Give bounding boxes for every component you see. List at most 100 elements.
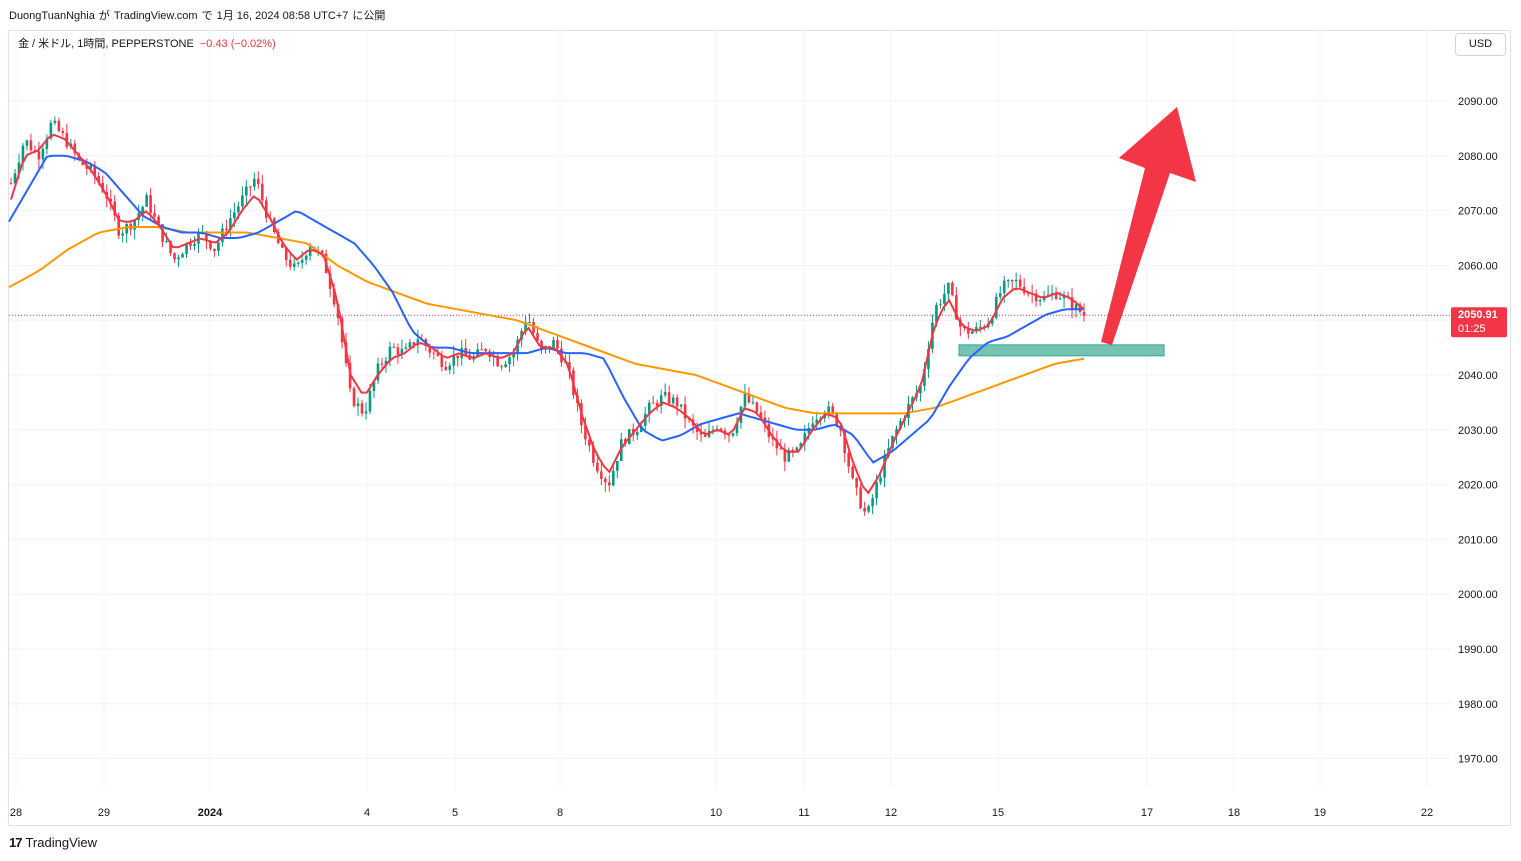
candle <box>121 229 124 243</box>
last-price-label: 2050.91 01:25 <box>1451 307 1507 338</box>
candle <box>608 475 611 492</box>
candle <box>1070 288 1074 319</box>
candle <box>249 185 252 197</box>
y-tick-label: 2000.00 <box>1458 589 1498 601</box>
candle <box>456 355 460 367</box>
candle <box>635 429 639 440</box>
up-arrow-annotation <box>1101 107 1196 345</box>
x-tick-label: 10 <box>710 807 722 819</box>
x-tick-label: 2024 <box>198 807 223 819</box>
candle <box>380 358 384 371</box>
site-name[interactable]: TradingView.com <box>113 10 198 22</box>
tradingview-brand[interactable]: 17 TradingView <box>9 835 97 850</box>
candle <box>679 404 683 410</box>
candle <box>743 384 747 411</box>
candle <box>328 265 332 298</box>
candle <box>21 142 25 171</box>
candle <box>675 394 679 416</box>
candle <box>735 417 739 437</box>
x-tick-label: 22 <box>1421 807 1433 819</box>
last-price-text: 2050.91 <box>1458 309 1498 321</box>
time-axis[interactable]: 28 29 2024 4 5 8 10 11 12 15 17 18 19 22 <box>10 807 1433 819</box>
price-label-box <box>1451 307 1507 338</box>
candle <box>604 476 607 492</box>
candle <box>241 186 244 212</box>
y-tick-label: 2030.00 <box>1458 425 1498 437</box>
header-particle: が <box>98 10 110 22</box>
candle <box>29 133 33 152</box>
candle <box>947 282 950 303</box>
y-tick-label: 2060.00 <box>1458 260 1498 272</box>
x-tick-label: 15 <box>992 807 1004 819</box>
candle <box>528 313 531 324</box>
candle <box>9 177 13 185</box>
currency-button[interactable]: USD <box>1455 33 1506 56</box>
candle <box>616 460 619 479</box>
candle <box>568 354 571 380</box>
candle <box>133 219 136 240</box>
y-tick-label: 1990.00 <box>1458 644 1498 656</box>
candle <box>177 254 180 268</box>
candle <box>939 298 942 309</box>
candle <box>153 204 156 219</box>
x-tick-label: 8 <box>557 807 563 819</box>
candle <box>45 134 49 155</box>
candle <box>975 322 978 334</box>
candle <box>1038 298 1042 307</box>
candle <box>1062 290 1066 308</box>
candle <box>364 402 368 420</box>
candle <box>508 354 511 373</box>
candle <box>352 386 356 408</box>
y-tick-label: 2040.00 <box>1458 370 1498 382</box>
candle <box>125 221 128 243</box>
candle <box>392 343 396 349</box>
candle <box>671 394 675 408</box>
candle <box>157 214 160 225</box>
y-tick-label: 2020.00 <box>1458 480 1498 492</box>
grid <box>9 31 1450 790</box>
header-particle: で <box>201 10 213 22</box>
candle <box>871 494 874 515</box>
candle <box>967 321 970 340</box>
candle <box>181 252 184 258</box>
candles <box>9 116 1086 516</box>
candle <box>596 457 599 474</box>
candle <box>552 336 555 349</box>
candle <box>751 397 755 405</box>
candle <box>731 432 735 438</box>
candle <box>376 357 380 384</box>
candle <box>516 336 519 361</box>
candle <box>452 345 456 375</box>
candle <box>500 364 503 371</box>
candle <box>404 343 408 350</box>
x-tick-label: 18 <box>1228 807 1240 819</box>
candle <box>951 281 954 297</box>
candle <box>245 180 248 204</box>
candle <box>1082 303 1086 322</box>
candle <box>1006 278 1010 288</box>
x-tick-label: 4 <box>364 807 370 819</box>
candle <box>61 127 65 137</box>
candle <box>292 257 296 271</box>
support-zone <box>958 344 1165 357</box>
x-tick-label: 19 <box>1314 807 1326 819</box>
price-axis[interactable]: 2090.002080.002070.002060.002050.002040.… <box>1458 96 1498 766</box>
ema-fast-line <box>10 133 1085 495</box>
symbol-legend[interactable]: 金 / 米ドル, 1時間, PEPPERSTONE −0.43 (−0.02%) <box>18 35 276 51</box>
candle <box>25 139 29 151</box>
candle <box>1014 272 1018 291</box>
author-name[interactable]: DuongTuanNghia <box>9 10 95 22</box>
tradingview-logo-icon: 17 <box>9 835 23 850</box>
candle <box>496 352 499 367</box>
candle <box>663 383 667 398</box>
x-tick-label: 11 <box>798 807 809 819</box>
candle <box>1078 302 1082 315</box>
candle <box>145 192 148 208</box>
candle <box>185 242 188 258</box>
x-tick-label: 12 <box>885 807 897 819</box>
candle <box>1034 289 1038 307</box>
candle <box>221 223 224 247</box>
candle <box>927 341 930 379</box>
candle <box>855 477 858 496</box>
